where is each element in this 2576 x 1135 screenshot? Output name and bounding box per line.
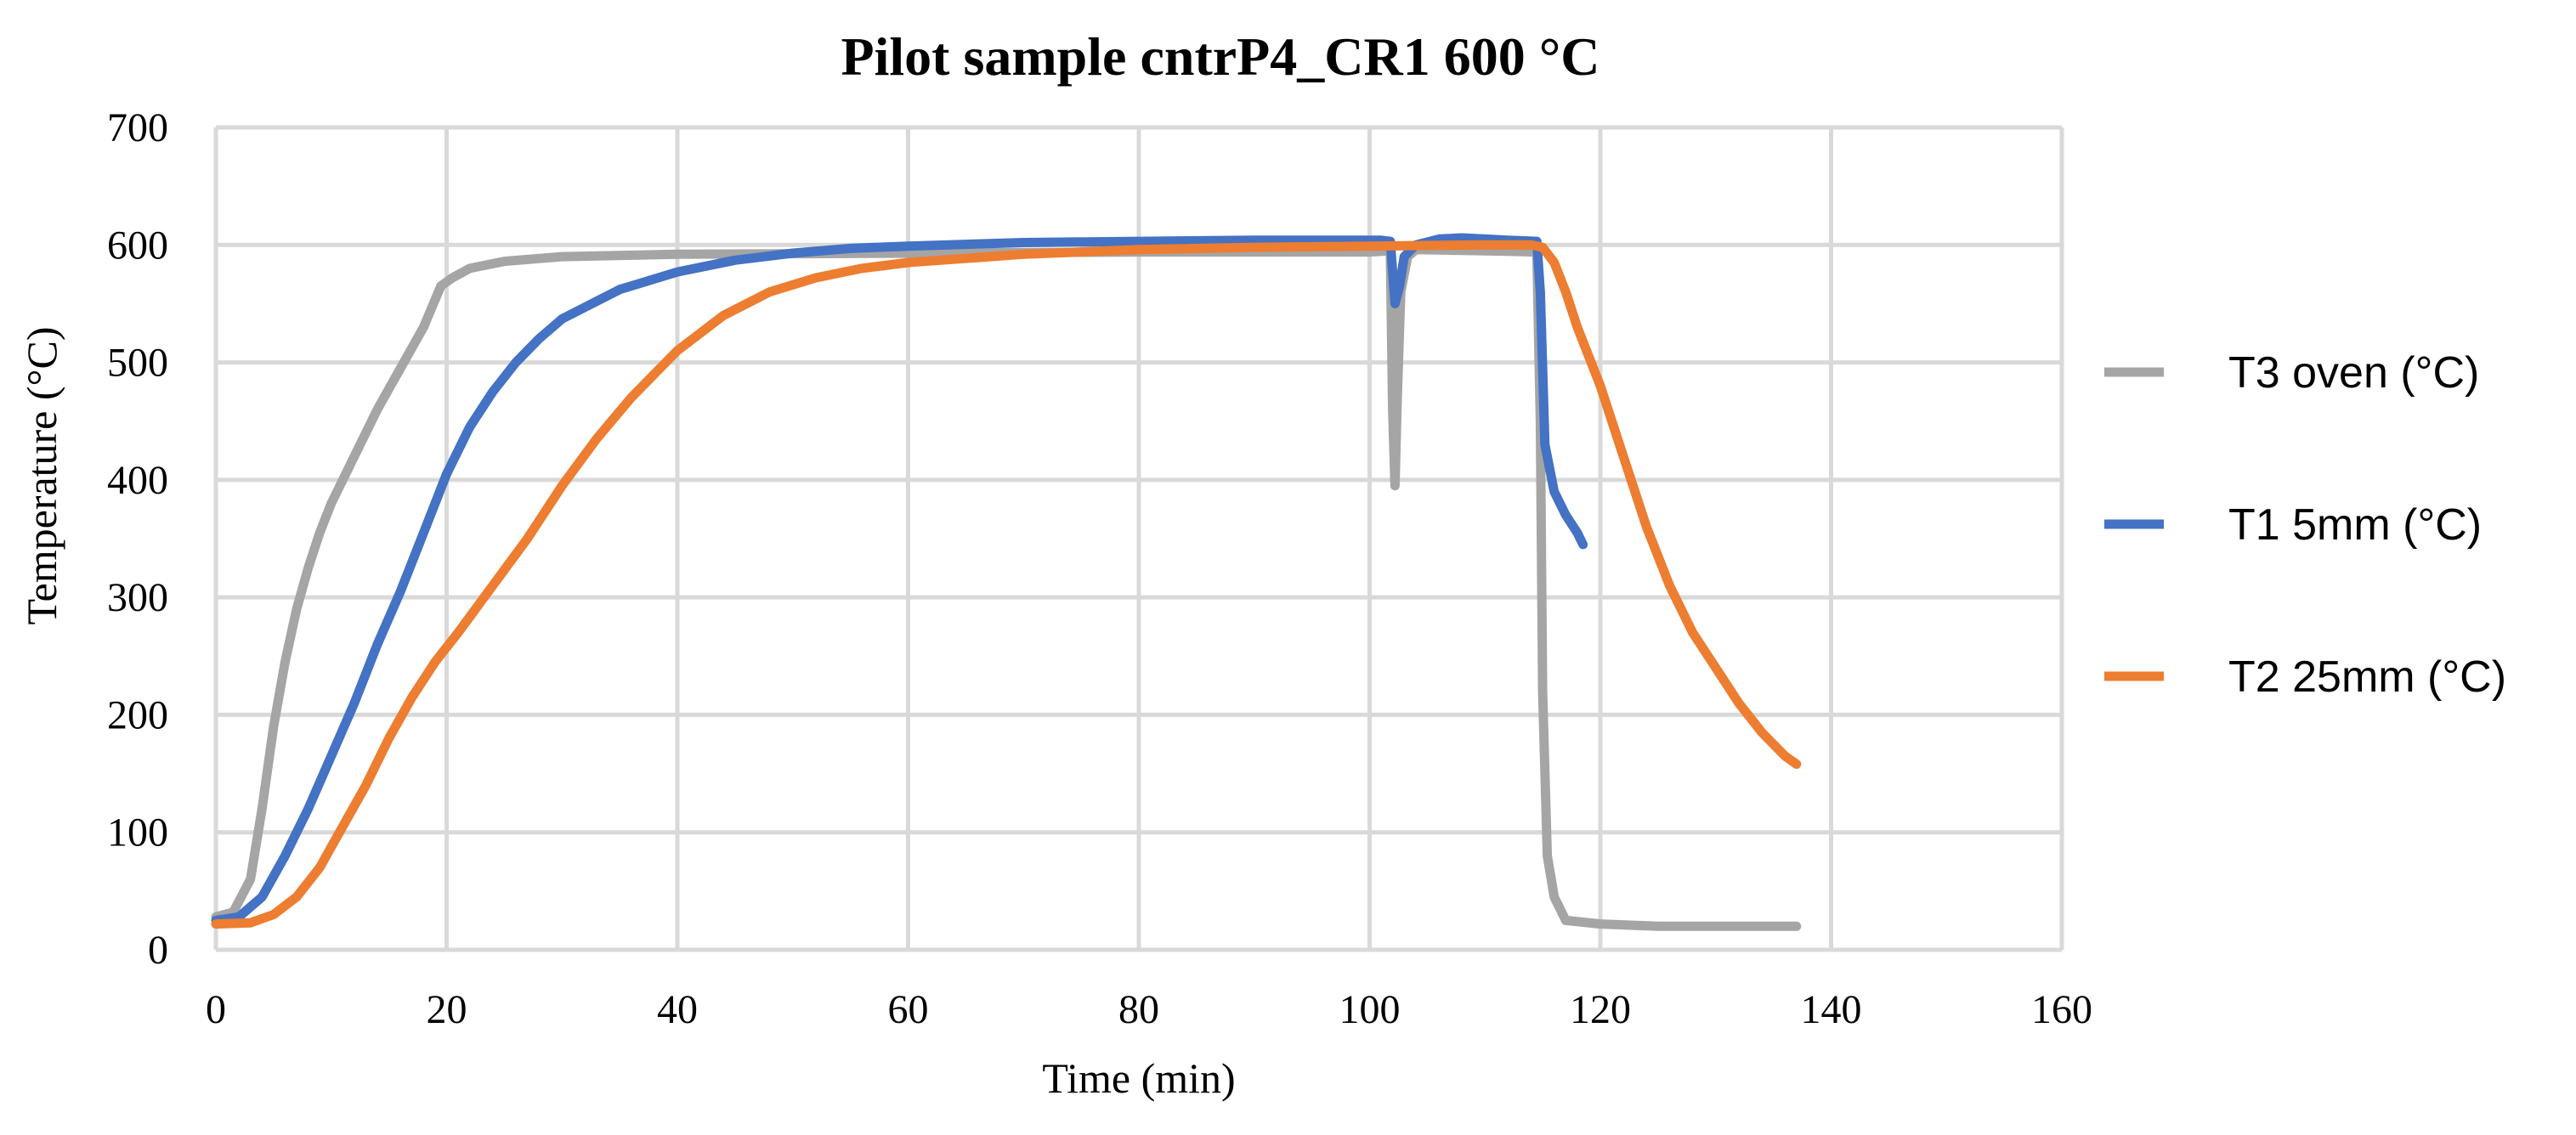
y-tick-500: 500 bbox=[107, 341, 168, 386]
chart-title: Pilot sample cntrP4_CR1 600 °C bbox=[841, 26, 1599, 87]
y-axis-label: Temperature (°C) bbox=[18, 326, 65, 624]
legend-label-3: T2 25mm (°C) bbox=[2228, 652, 2506, 702]
x-tick-40: 40 bbox=[657, 987, 698, 1032]
x-tick-80: 80 bbox=[1118, 987, 1159, 1032]
legend-label-1: T3 oven (°C) bbox=[2228, 348, 2479, 398]
series-lines bbox=[211, 233, 1802, 931]
y-tick-0: 0 bbox=[148, 928, 168, 973]
series-line-3 bbox=[211, 240, 1802, 929]
legend-label-2: T1 5mm (°C) bbox=[2228, 500, 2482, 550]
y-tick-100: 100 bbox=[107, 810, 168, 855]
x-tick-140: 140 bbox=[1801, 987, 1862, 1032]
x-axis-label: Time (min) bbox=[1042, 1054, 1235, 1102]
x-tick-60: 60 bbox=[888, 987, 929, 1032]
x-tick-120: 120 bbox=[1570, 987, 1631, 1032]
y-tick-300: 300 bbox=[107, 575, 168, 620]
x-tick-20: 20 bbox=[427, 987, 467, 1032]
series-line-1 bbox=[211, 245, 1802, 931]
y-tick-700: 700 bbox=[107, 105, 168, 150]
x-tick-0: 0 bbox=[206, 987, 226, 1032]
x-tick-160: 160 bbox=[2031, 987, 2092, 1032]
legend: T3 oven (°C) T1 5mm (°C) T2 25mm (°C) bbox=[2104, 348, 2506, 702]
y-tick-200: 200 bbox=[107, 692, 168, 737]
x-tick-100: 100 bbox=[1339, 987, 1401, 1032]
y-tick-600: 600 bbox=[107, 223, 168, 268]
axis-ticks: 0 100 200 300 400 500 600 700 0 20 40 60 80 100 120 140… bbox=[107, 105, 2092, 1032]
y-tick-400: 400 bbox=[107, 458, 168, 503]
